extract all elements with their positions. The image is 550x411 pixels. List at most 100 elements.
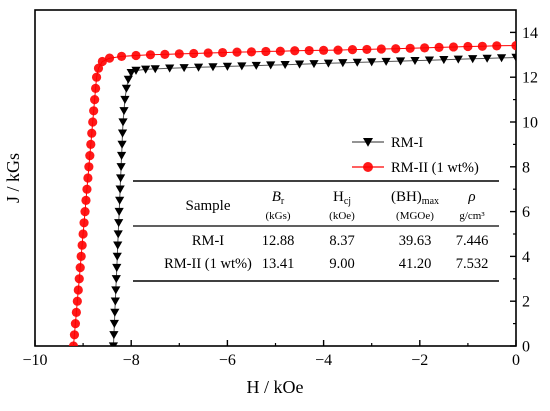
data-point: [116, 174, 126, 183]
data-point: [217, 47, 228, 58]
data-point: [165, 64, 175, 73]
legend-item: RM-II (1 wt%): [352, 160, 479, 176]
data-point: [150, 65, 160, 74]
data-point: [87, 128, 97, 138]
table-header-text: (BH)max: [391, 189, 439, 207]
table-unit-text: g/cm³: [459, 210, 485, 222]
table-header-text: Br: [272, 189, 285, 207]
data-point: [104, 53, 115, 63]
data-point: [90, 95, 100, 105]
table-cell: 7.532: [456, 256, 489, 272]
table-cell: 9.00: [329, 256, 354, 272]
data-point: [333, 45, 343, 55]
data-point: [110, 297, 120, 306]
y-tick-label: 4: [522, 249, 530, 266]
data-point: [338, 59, 348, 68]
data-point: [131, 66, 141, 75]
data-point: [193, 63, 204, 72]
data-point: [116, 51, 127, 61]
data-point: [319, 45, 329, 55]
table-row: RM-I 12.88 8.37 39.63 7.446: [192, 233, 488, 249]
data-point: [453, 55, 463, 64]
data-point: [511, 53, 516, 62]
data-point: [118, 118, 128, 127]
legend-marker: [363, 162, 373, 172]
data-point: [81, 195, 91, 205]
properties-table: Sample Br (kGs) Hcj (kOe) (BH)max (MGOe) ρ g/cm³…: [133, 180, 499, 282]
data-point: [126, 69, 136, 78]
legend-label: RM-II (1 wt%): [391, 160, 479, 176]
x-tick-label: −6: [219, 352, 236, 369]
y-axis-label: J / kGs: [3, 153, 23, 203]
legend-item: RM-I: [352, 135, 423, 151]
data-point: [266, 61, 276, 70]
data-point: [83, 173, 93, 183]
series-rm-i: [108, 53, 516, 346]
table-cell: 41.20: [399, 256, 432, 272]
data-point: [115, 185, 125, 194]
data-point: [112, 263, 122, 272]
data-point: [290, 46, 300, 56]
data-point: [294, 60, 305, 69]
data-point: [347, 45, 358, 55]
y-tick-label: 0: [522, 339, 530, 356]
y-tick-label: 6: [522, 204, 530, 221]
table-cell: 39.63: [399, 233, 432, 249]
y-tick-label: 14: [522, 25, 538, 42]
x-axis-label: H / kOe: [247, 377, 304, 397]
data-point: [86, 139, 96, 149]
data-point: [93, 63, 104, 73]
data-point: [91, 83, 101, 93]
y-tick-label: 2: [522, 294, 530, 311]
table-header-cell: Br (kGs): [265, 189, 290, 222]
data-point: [261, 46, 271, 57]
table-unit-text: (kOe): [329, 210, 355, 222]
legend: RM-I RM-II (1 wt%): [352, 135, 479, 176]
data-point: [511, 41, 516, 51]
data-point: [410, 56, 420, 65]
data-point: [395, 57, 406, 66]
table-header-text: Hcj: [333, 189, 351, 207]
data-point: [120, 95, 130, 104]
x-tick-label: −2: [411, 352, 428, 369]
x-tick-label: 0: [512, 352, 520, 369]
data-point: [251, 61, 261, 70]
data-point: [76, 251, 86, 261]
data-point: [391, 44, 401, 54]
data-point: [113, 241, 123, 250]
table-cell: RM-II (1 wt%): [164, 256, 252, 272]
data-point: [84, 162, 94, 172]
data-point: [74, 274, 84, 284]
data-point: [119, 107, 129, 116]
data-point: [424, 56, 435, 65]
data-point: [448, 42, 459, 52]
y-tick-label: 12: [522, 70, 538, 87]
data-point: [80, 207, 90, 217]
data-point: [477, 41, 487, 51]
data-point: [111, 286, 121, 295]
data-point: [381, 57, 391, 66]
data-point: [73, 285, 83, 295]
table-cell: RM-I: [192, 233, 224, 249]
data-point: [309, 60, 319, 69]
data-point: [208, 63, 218, 72]
table-cell: 12.88: [262, 233, 295, 249]
data-point: [434, 42, 444, 53]
table-row: RM-II (1 wt%) 13.41 9.00 41.20 7.532: [164, 256, 488, 272]
data-point: [117, 140, 127, 149]
y-tick-label: 10: [522, 115, 538, 132]
data-point: [88, 117, 98, 127]
y-tick-label: 8: [522, 159, 530, 176]
data-point: [174, 49, 184, 59]
data-point: [78, 229, 88, 239]
table-header-text: ρ: [467, 189, 475, 205]
table-header-cell: Hcj (kOe): [329, 189, 355, 222]
data-point: [232, 47, 242, 57]
x-tick-label: −10: [22, 352, 47, 369]
data-point: [352, 58, 362, 67]
table-cell: 7.446: [456, 233, 489, 249]
data-point: [108, 342, 119, 346]
table-header-cell: Sample: [186, 198, 231, 214]
data-point: [304, 45, 314, 56]
